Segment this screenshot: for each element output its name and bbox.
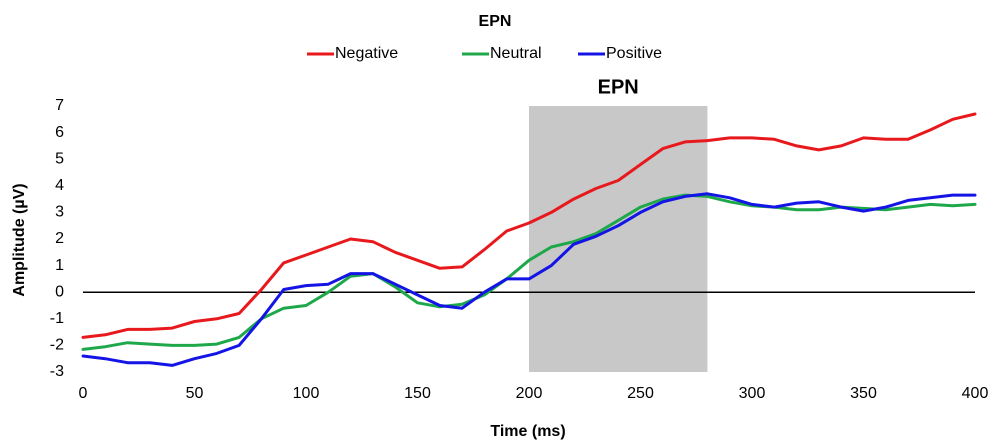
y-tick-label: 2 [55, 230, 64, 247]
chart-title: EPN [479, 13, 512, 30]
legend-label: Positive [606, 45, 662, 62]
y-axis-label: Amplitude (µV) [11, 183, 28, 296]
y-tick-label: 4 [55, 177, 64, 194]
series-line [81, 112, 977, 339]
x-tick-label: 350 [850, 385, 877, 402]
y-tick-label: -2 [50, 337, 64, 354]
series-line [81, 193, 977, 351]
y-tick-label: 1 [55, 257, 64, 274]
x-tick-label: 200 [516, 385, 543, 402]
y-tick-label: 0 [55, 283, 64, 300]
legend-label: Neutral [490, 45, 542, 62]
x-tick-label: 50 [186, 385, 204, 402]
y-tick-label: -1 [50, 310, 64, 327]
series-line [81, 192, 977, 367]
y-tick-label: 6 [55, 124, 64, 141]
x-tick-label: 300 [739, 385, 766, 402]
y-tick-label: 7 [55, 97, 64, 114]
x-tick-label: 150 [404, 385, 431, 402]
x-tick-label: 100 [293, 385, 320, 402]
y-tick-label: -3 [50, 363, 64, 380]
shaded-window [529, 106, 708, 372]
x-tick-label: 250 [627, 385, 654, 402]
y-tick-label: 3 [55, 204, 64, 221]
x-tick-label: 400 [962, 385, 989, 402]
y-tick-label: 5 [55, 150, 64, 167]
legend-label: Negative [335, 45, 398, 62]
x-tick-label: 0 [79, 385, 88, 402]
shade-label: EPN [598, 76, 639, 98]
x-axis-label: Time (ms) [490, 423, 565, 440]
